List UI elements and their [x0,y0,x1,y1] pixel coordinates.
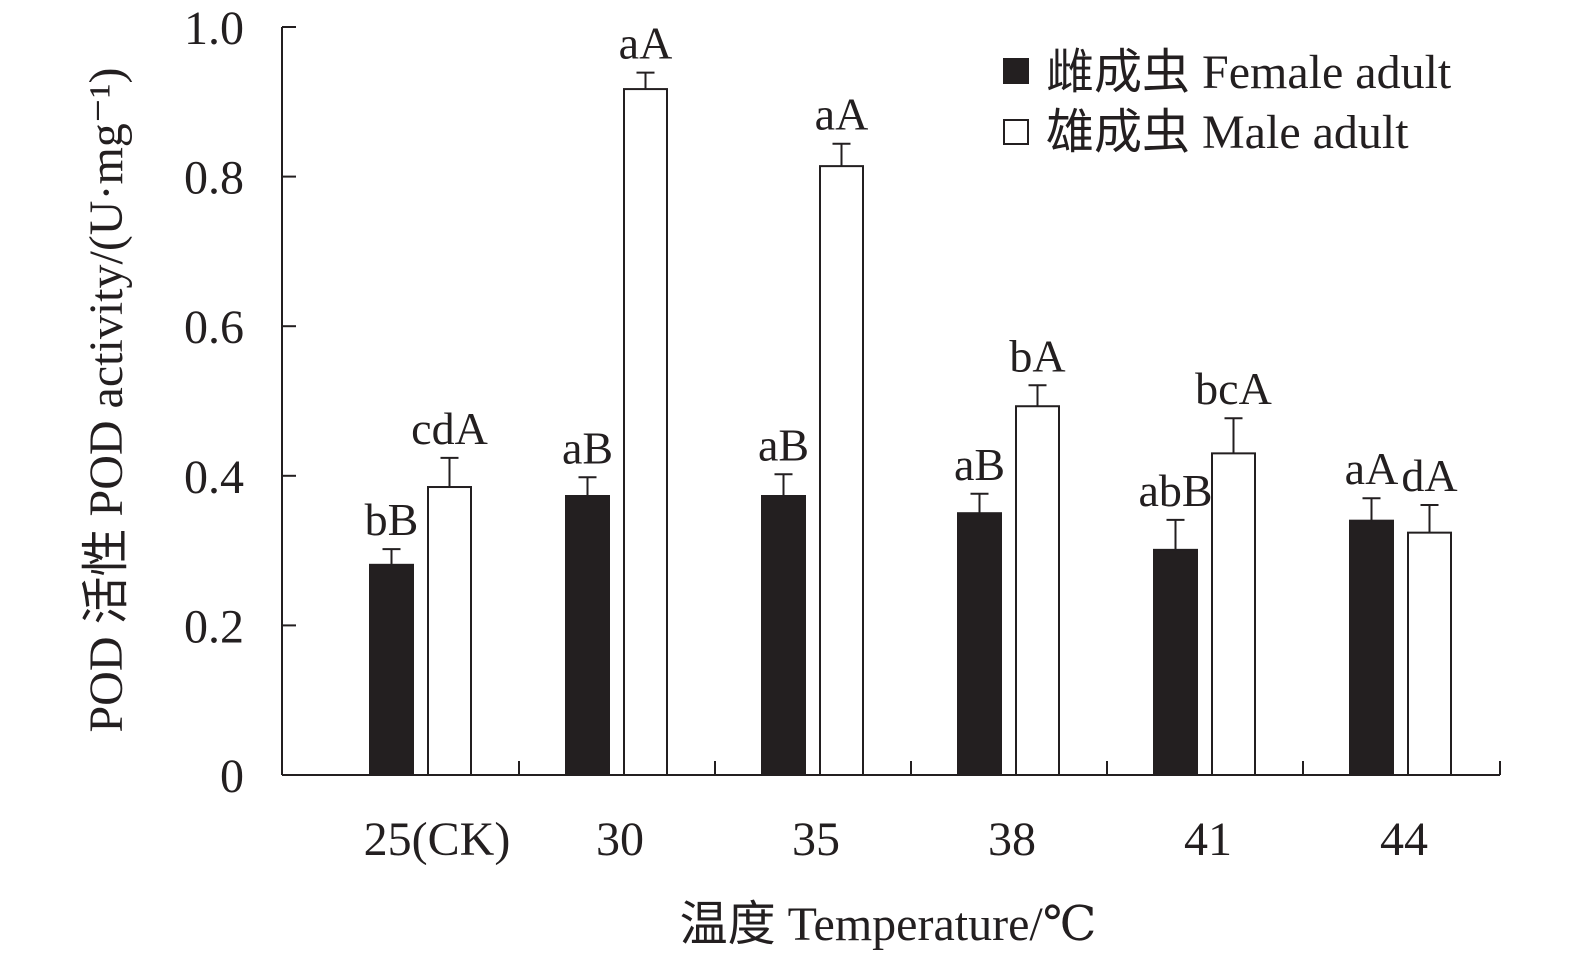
bar-female [369,563,414,777]
y-tick-label: 0.4 [184,451,244,504]
legend-label-female: 雌成虫 Female adult [1046,46,1452,99]
x-tick-label: 25(CK) [364,813,511,866]
significance-label: dA [1401,450,1457,501]
legend-label-male: 雄成虫 Male adult [1046,106,1409,159]
significance-label: aA [1345,443,1399,494]
y-tick-label: 0 [220,750,244,803]
significance-label: bB [365,494,419,545]
y-tick-label: 0.2 [184,600,244,653]
x-tick-label: 41 [1184,813,1232,866]
significance-label: bA [1009,330,1065,381]
bars [369,71,1452,777]
significance-label: aB [954,439,1005,490]
y-tick-label: 0.8 [184,152,244,205]
significance-label: aA [619,18,673,69]
bar-male [1015,405,1060,776]
legend: 雌成虫 Female adult 雄成虫 Male adult [1003,46,1452,159]
bar-male [427,486,472,776]
x-tick-label: 38 [988,813,1036,866]
legend-swatch-female [1003,58,1029,84]
bar-male [1211,452,1256,776]
significance-label: aA [815,89,869,140]
significance-label: bcA [1195,363,1272,414]
axes: 0 0.2 0.4 0.6 0.8 1.0 25(CK) 30 35 38 41 44 [184,2,1501,866]
significance-label: cdA [411,403,488,454]
bar-male [623,88,668,777]
y-tick-label: 1.0 [184,2,244,55]
legend-swatch-male [1003,119,1029,145]
bar-female [1153,548,1198,776]
x-tick-label: 35 [792,813,840,866]
significance-label: aB [562,422,613,473]
bar-female [565,494,610,776]
bar-male [1407,531,1452,777]
bar-female [1349,519,1394,776]
bar-male [819,165,864,777]
y-tick-label: 0.6 [184,301,244,354]
x-tick-label: 30 [596,813,644,866]
significance-label: aB [758,419,809,470]
significance-label: abB [1138,465,1212,516]
x-tick-label: 44 [1380,813,1428,866]
x-axis-label: 温度 Temperature/℃ [680,898,1097,951]
bar-female [761,494,806,776]
y-axis-label: POD 活性 POD activity/(U·mg⁻¹) [80,67,133,732]
bar-female [957,512,1002,776]
